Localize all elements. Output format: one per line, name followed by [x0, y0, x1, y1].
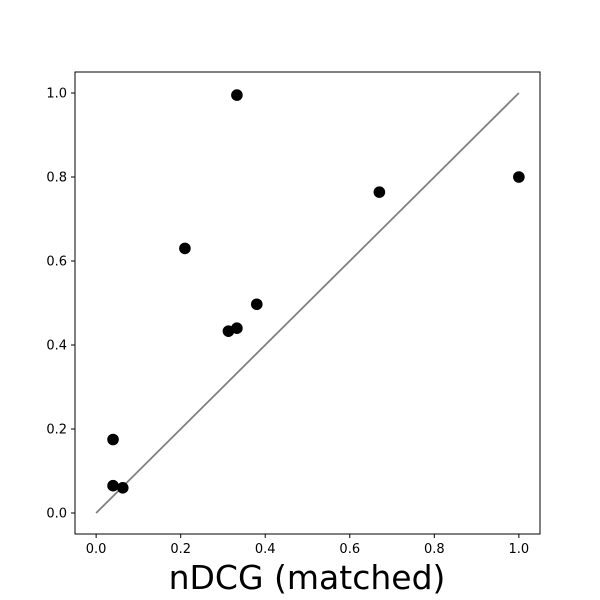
data-point-6: [250, 298, 263, 311]
reference-line-layer: [95, 92, 520, 514]
x-tick-label-1: 0.2: [170, 542, 191, 557]
x-tick-label-0: 0.0: [86, 542, 107, 557]
y-tick-label-3: 0.6: [46, 255, 67, 270]
data-point-0: [107, 479, 119, 492]
y-axis: 0.0 0.2 0.4 0.6 0.8 1.0: [46, 87, 75, 522]
data-point-1: [116, 482, 129, 494]
data-point-8: [373, 186, 386, 198]
data-point-9: [513, 171, 525, 183]
y-tick-label-5: 1.0: [46, 87, 67, 102]
data-point-7: [231, 89, 243, 101]
y-tick-label-4: 0.8: [46, 171, 67, 186]
y-tick-label-2: 0.4: [46, 339, 67, 354]
reference-line: [95, 92, 520, 514]
data-point-5: [231, 322, 243, 335]
x-axis-label: nDCG (matched): [169, 558, 446, 597]
data-point-3: [179, 242, 191, 255]
x-tick-label-5: 1.0: [509, 542, 530, 557]
x-axis: 0.0 0.2 0.4 0.6 0.8 1.0: [86, 534, 529, 557]
y-tick-label-0: 0.0: [46, 507, 67, 522]
x-tick-label-3: 0.6: [339, 542, 360, 557]
points-layer: [107, 89, 525, 494]
x-tick-label-4: 0.8: [424, 542, 445, 557]
y-tick-label-1: 0.2: [46, 423, 67, 438]
data-point-2: [107, 433, 119, 446]
x-tick-label-2: 0.4: [255, 542, 276, 557]
plot-frame: [74, 71, 541, 535]
